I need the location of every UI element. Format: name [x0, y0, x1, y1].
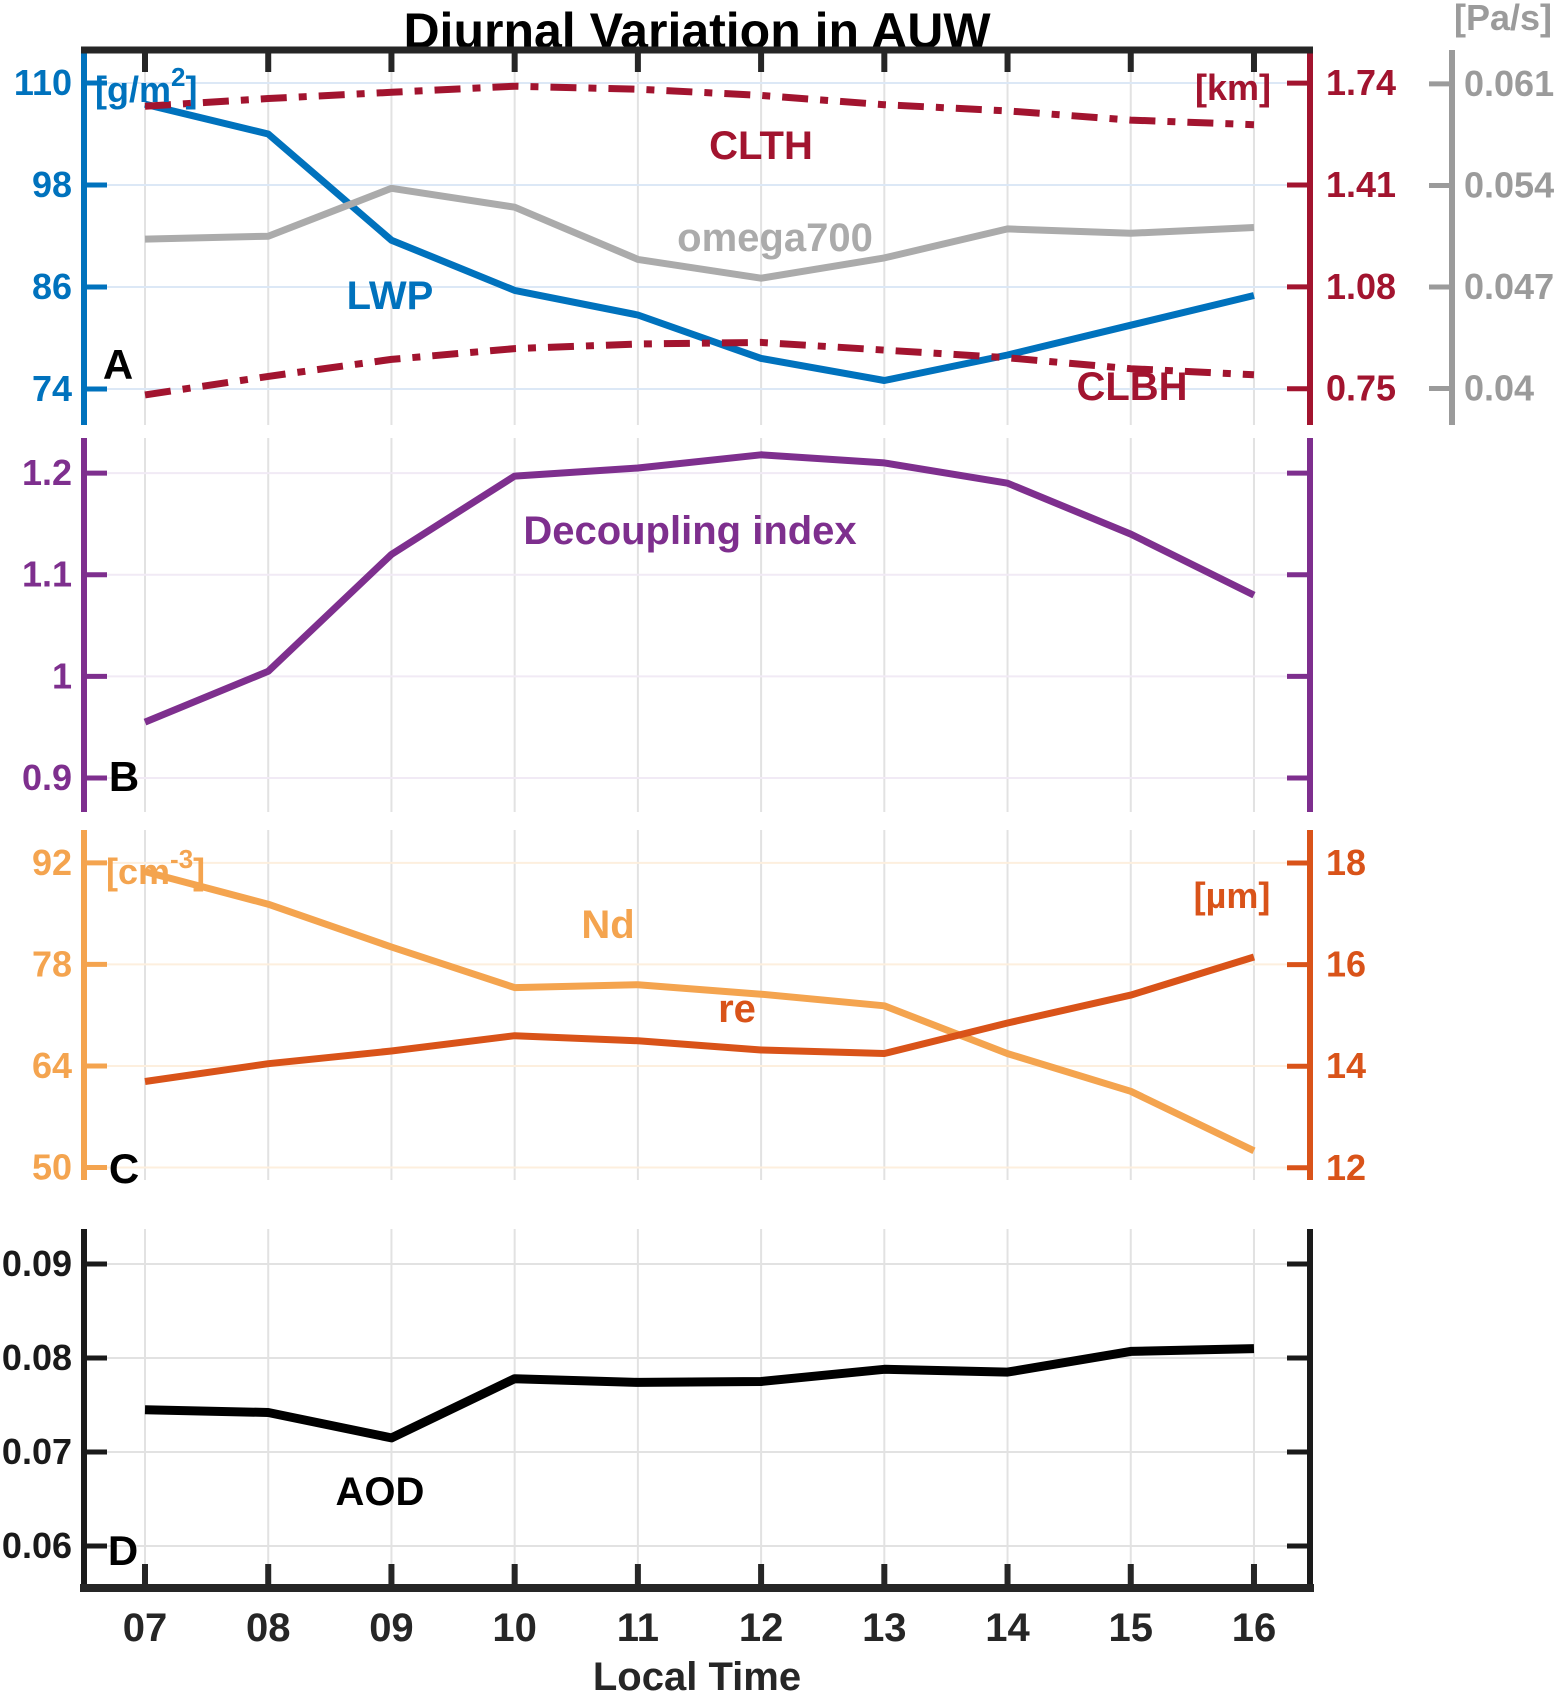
unit-label-km: [km]: [1195, 67, 1271, 108]
tick-label-km: 1.41: [1326, 164, 1396, 205]
unit-label-cm3: [cm-3]: [106, 844, 205, 892]
tick-label-um: 12: [1326, 1147, 1366, 1188]
tick-label-um: 16: [1326, 944, 1366, 985]
x-tick-label: 12: [739, 1606, 784, 1650]
x-tick-label: 10: [492, 1606, 537, 1650]
tick-label-pas: 0.047: [1464, 266, 1554, 307]
panel-A: LWP CLTH CLBH omega700 110 98 86 74 [g/m2] 1.74 1.…: [14, 0, 1554, 425]
panel-letter-A: A: [103, 341, 133, 388]
tick-label-gm2: 98: [32, 164, 72, 205]
panel-letter-B: B: [109, 753, 139, 800]
series-nd-line: [144, 868, 1256, 1154]
panel-C: Nd re 92 78 64 50 [cm-3] 18 16 14 12 [µm] C: [32, 830, 1366, 1192]
tick-label-gm2: 110: [14, 62, 72, 103]
tick-label-cm3: 64: [32, 1045, 72, 1086]
unit-label-gm2: [g/m2]: [95, 62, 197, 110]
tick-label-um: 14: [1326, 1045, 1366, 1086]
tick-label-di: 1.2: [22, 452, 72, 493]
tick-label-gm2: 86: [32, 266, 72, 307]
x-tick-label: 16: [1232, 1606, 1277, 1650]
tick-label-gm2: 74: [32, 368, 72, 409]
tick-label-um: 18: [1326, 842, 1366, 883]
tick-label-cm3: 50: [32, 1146, 72, 1187]
panel-letter-D: D: [108, 1527, 138, 1574]
series-label-re: re: [718, 987, 756, 1031]
series-clbh-line: [144, 338, 1255, 399]
series-clth-line: [144, 82, 1255, 129]
unit-label-um: [µm]: [1194, 875, 1271, 916]
series-label-clth: CLTH: [709, 124, 813, 168]
tick-label-aod: 0.08: [2, 1337, 72, 1378]
unit-label-pas: [Pa/s]: [1454, 0, 1552, 38]
series-decoupling-index-line: [143, 451, 1256, 726]
tick-label-km: 1.08: [1326, 266, 1396, 307]
tick-label-km: 0.75: [1326, 368, 1396, 409]
x-axis-labels: 07 08 09 10 11 12 13 14 15 16 Local Time: [123, 1606, 1276, 1696]
series-label-lwp: LWP: [347, 274, 434, 318]
series-label-aod: AOD: [336, 1470, 425, 1514]
tick-label-cm3: 78: [32, 943, 72, 984]
tick-label-cm3: 92: [32, 842, 72, 883]
panel-B: Decoupling index 1.2 1.1 1 0.9 B: [22, 438, 1313, 812]
tick-label-di: 0.9: [22, 757, 72, 798]
panel-D: AOD 0.09 0.08 0.07 0.06 D: [2, 1229, 1314, 1592]
tick-label-aod: 0.06: [2, 1525, 72, 1566]
series-lwp-line: [144, 100, 1255, 384]
x-tick-label: 11: [617, 1606, 659, 1650]
series-label-clbh: CLBH: [1076, 365, 1187, 409]
tick-label-pas: 0.054: [1464, 164, 1554, 205]
series-label-omega700: omega700: [677, 216, 873, 260]
x-tick-label: 13: [862, 1606, 907, 1650]
series-label-decoupling-index: Decoupling index: [523, 509, 856, 553]
x-tick-label: 14: [985, 1606, 1030, 1650]
x-tick-label: 08: [246, 1606, 291, 1650]
tick-label-aod: 0.07: [2, 1431, 72, 1472]
tick-label-km: 1.74: [1326, 62, 1396, 103]
series-aod-line: [144, 1344, 1255, 1443]
x-axis-title: Local Time: [593, 1655, 801, 1696]
series-label-nd: Nd: [581, 903, 634, 947]
series-omega700-line: [144, 184, 1255, 282]
tick-label-pas: 0.061: [1464, 63, 1554, 104]
series-re-line: [144, 953, 1256, 1085]
tick-label-pas: 0.04: [1464, 367, 1534, 408]
x-tick-label: 07: [123, 1606, 168, 1650]
x-tick-label: 09: [369, 1606, 414, 1650]
tick-label-di: 1: [52, 655, 72, 696]
tick-label-aod: 0.09: [2, 1243, 72, 1284]
x-tick-label: 15: [1109, 1606, 1154, 1650]
tick-label-di: 1.1: [22, 554, 72, 595]
panel-letter-C: C: [109, 1145, 139, 1192]
